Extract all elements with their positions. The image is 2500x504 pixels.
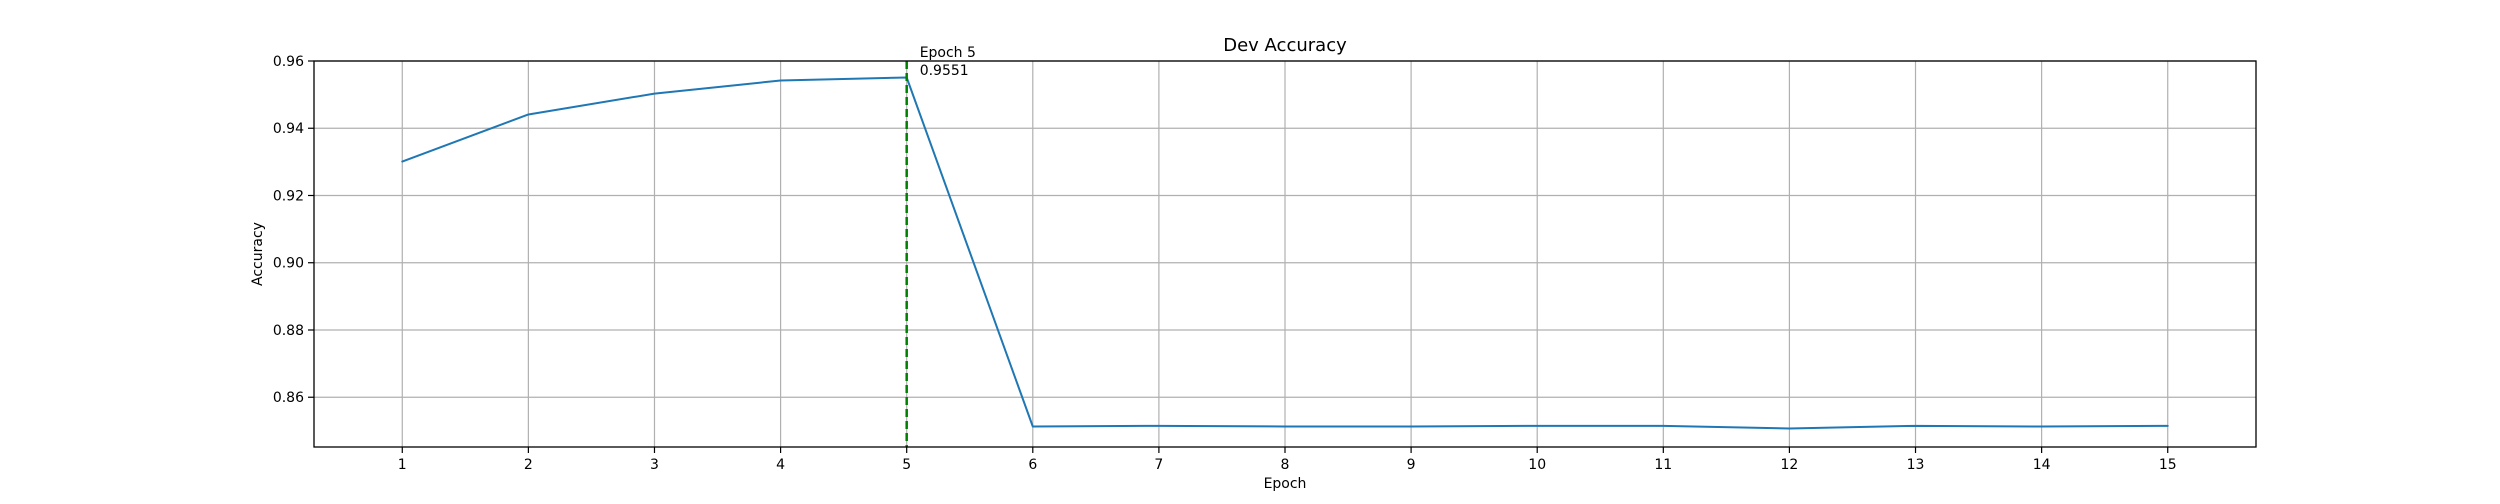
x-tick-label: 6 (1028, 457, 1037, 473)
x-axis-ticks: 1 2 3 4 5 6 7 8 9 10 11 12 13 14 15 (398, 447, 2177, 473)
x-tick-label: 14 (2033, 457, 2051, 473)
best-epoch-marker: Epoch 5 0.9551 (905, 45, 976, 447)
x-tick-label: 8 (1281, 457, 1290, 473)
y-axis-label: Accuracy (250, 222, 266, 286)
best-epoch-annotation-value: 0.9551 (920, 63, 969, 79)
x-tick-label: 15 (2159, 457, 2177, 473)
y-tick-label: 0.94 (273, 121, 304, 137)
y-tick-label: 0.88 (273, 323, 304, 339)
accuracy-series-line (401, 76, 2169, 430)
x-tick-label: 11 (1654, 457, 1672, 473)
series-layer (401, 76, 2169, 430)
x-axis-label: Epoch (1264, 476, 1307, 492)
y-tick-label: 0.86 (273, 390, 304, 406)
x-tick-label: 7 (1154, 457, 1163, 473)
x-tick-label: 4 (776, 457, 785, 473)
y-tick-label: 0.92 (273, 188, 304, 204)
chart-title: Dev Accuracy (1223, 35, 1347, 56)
y-tick-label: 0.96 (273, 54, 304, 70)
x-tick-label: 9 (1407, 457, 1416, 473)
best-epoch-annotation-label: Epoch 5 (920, 45, 976, 61)
x-tick-label: 2 (524, 457, 533, 473)
x-tick-label: 5 (902, 457, 911, 473)
x-tick-label: 10 (1528, 457, 1546, 473)
x-tick-label: 12 (1781, 457, 1799, 473)
y-axis-ticks: 0.86 0.88 0.90 0.92 0.94 0.96 (273, 54, 314, 406)
y-tick-label: 0.90 (273, 256, 304, 272)
x-tick-label: 3 (650, 457, 659, 473)
x-tick-label: 13 (1907, 457, 1925, 473)
x-tick-label: 1 (398, 457, 407, 473)
